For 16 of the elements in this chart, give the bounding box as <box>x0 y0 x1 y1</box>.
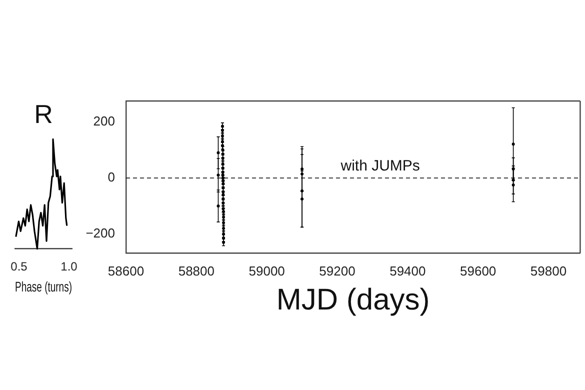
chart-title: R <box>34 98 53 129</box>
annotation: with JUMPs <box>340 158 420 175</box>
x-tick-label: 59000 <box>248 263 285 278</box>
x-tick-label: 0.5 <box>10 259 28 274</box>
x-tick-label: 58800 <box>178 263 214 278</box>
x-tick-label: 59800 <box>530 263 567 278</box>
x-tick-label: 59200 <box>319 263 356 278</box>
x-tick-label: 59400 <box>390 263 426 278</box>
x-tick-label: 58600 <box>108 263 144 278</box>
y-tick-label: 0 <box>108 170 115 185</box>
x-tick-label: 1.0 <box>60 259 78 274</box>
x-axis-title: MJD (days) <box>276 283 430 316</box>
x-axis-title: Phase (turns) <box>15 278 72 295</box>
y-tick-label: −200 <box>86 226 115 241</box>
y-tick-label: 200 <box>93 114 115 129</box>
x-tick-label: 59600 <box>460 263 496 278</box>
